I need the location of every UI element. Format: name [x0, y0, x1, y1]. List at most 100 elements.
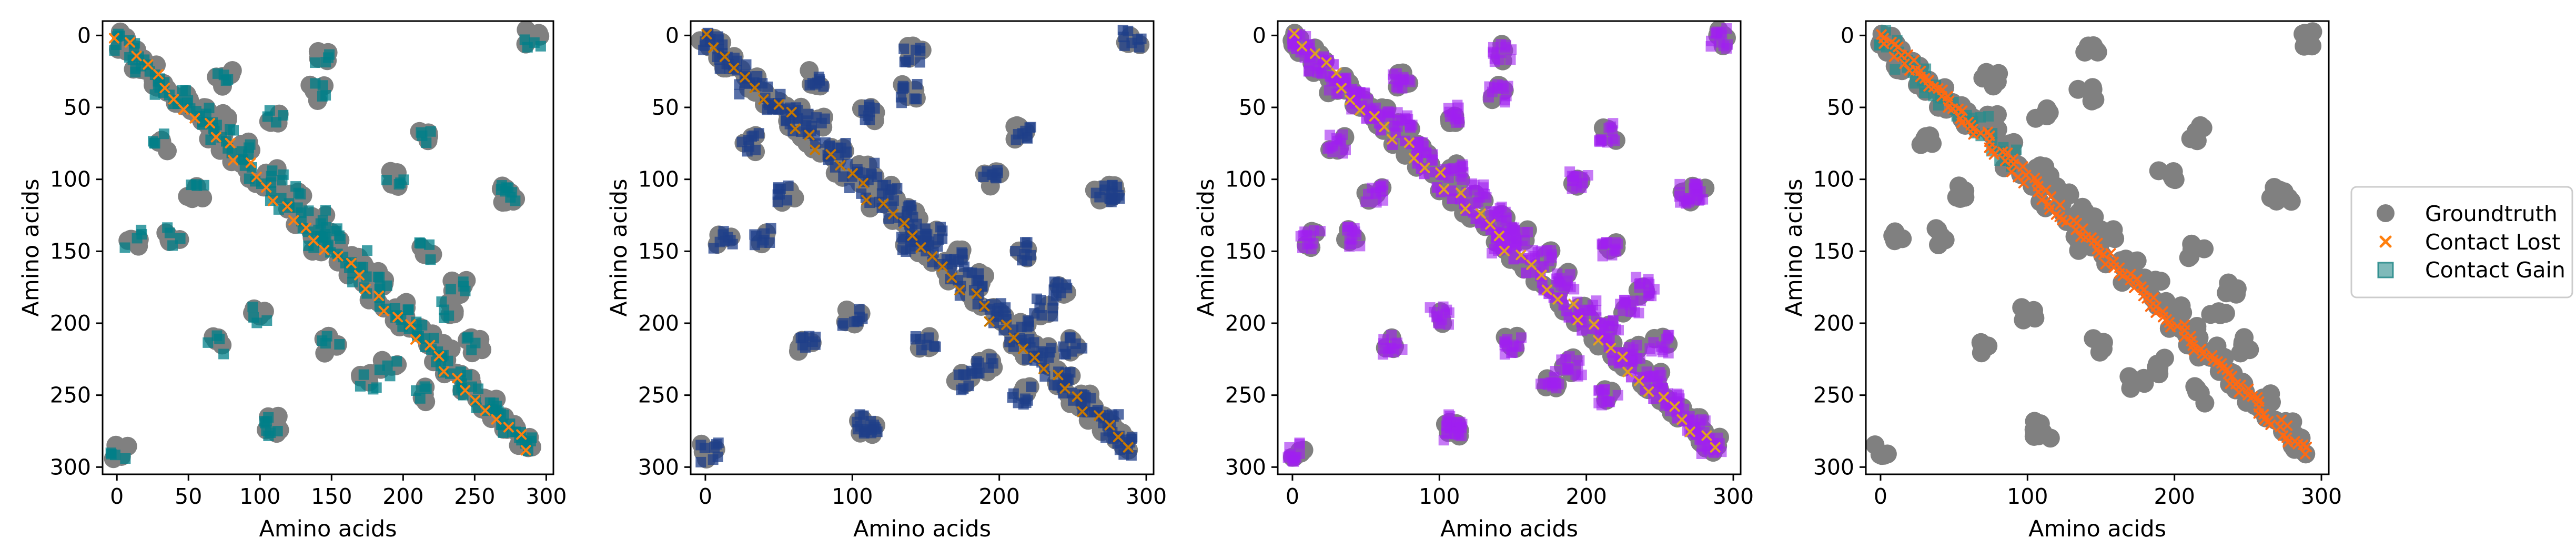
contact-gain-point [1649, 284, 1660, 295]
contact-gain-point [1425, 302, 1436, 313]
contact-gain-point [1609, 245, 1620, 256]
contact-gain-point [455, 366, 466, 377]
contact-gain-point [740, 77, 751, 88]
contact-gain-point [1304, 57, 1315, 68]
x-axis-label: Amino acids [2028, 516, 2166, 542]
contact-lost-point [516, 429, 527, 440]
contact-lost-point [308, 235, 319, 246]
contact-lost-point [491, 414, 502, 425]
contact-lost-point [1113, 432, 1124, 443]
contact-lost-point [131, 51, 142, 62]
contact-gain-point [1628, 344, 1639, 355]
contact-gain-point [225, 124, 236, 135]
contact-lost-point [332, 251, 344, 262]
contact-gain-point [273, 204, 284, 215]
contact-gain-point [265, 195, 276, 206]
contact-gain-point [1604, 333, 1615, 343]
contact-gain-point [1435, 318, 1446, 330]
y-tick-label: 50 [1239, 95, 1266, 120]
contact-gain-point [439, 313, 450, 323]
contact-gain-point [910, 331, 921, 342]
contact-gain-point [245, 139, 256, 150]
contact-lost-point [1289, 28, 1300, 39]
contact-lost-point [1605, 343, 1617, 354]
contact-gain-point [1474, 192, 1485, 203]
contact-lost-point [1589, 319, 1600, 330]
contact-gain-point [978, 172, 989, 182]
contact-gain-point [1048, 379, 1059, 390]
contact-gain-point [1577, 172, 1588, 183]
x-tick-label: 200 [1566, 484, 1607, 509]
groundtruth-point [1932, 227, 1951, 246]
contact-lost-point [1899, 58, 1910, 69]
contact-gain-point [501, 182, 512, 193]
contact-map-panel-3: 0 100 200 300 Amino acids 0 50 100 150 200 250 300 A… [1193, 20, 1754, 542]
groundtruth-point [178, 187, 197, 206]
contact-gain-point [1987, 136, 1998, 147]
contact-gain-point [935, 222, 946, 233]
x-axis: 0 100 200 300 Amino acids [1874, 474, 2342, 542]
contact-gain-point [1674, 178, 1685, 190]
contact-gain-point [106, 449, 117, 460]
contact-gain-point [1443, 319, 1454, 330]
y-tick-label: 100 [1813, 167, 1854, 192]
contact-gain-point [1344, 241, 1355, 252]
groundtruth-point [2084, 36, 2103, 55]
contact-gain-point [1025, 122, 1036, 133]
y-tick-label: 250 [638, 383, 679, 408]
contact-lost-point [1297, 41, 1308, 52]
contact-gain-point [1452, 99, 1463, 111]
groundtruth-point [2187, 379, 2206, 398]
contact-gain-point [358, 369, 369, 380]
contact-gain-point [1890, 64, 1901, 75]
contact-lost-point [728, 63, 739, 74]
y-tick-label: 200 [50, 311, 91, 336]
contact-gain-point [460, 285, 471, 296]
contact-lost-point [1572, 315, 1583, 326]
contact-lost-point [804, 129, 815, 141]
contact-lost-point [392, 312, 403, 323]
contact-lost-point [937, 261, 948, 272]
groundtruth-point [2091, 338, 2110, 357]
contact-gain-point [277, 175, 288, 186]
contact-gain-point [698, 44, 709, 55]
groundtruth-point [2148, 354, 2167, 374]
contact-lost-points [1876, 29, 2312, 460]
contact-gain-point [1458, 167, 1469, 178]
contact-gain-point [1132, 34, 1143, 45]
contact-lost-point [861, 195, 872, 206]
contact-gain-point [1508, 254, 1519, 265]
groundtruth-point [2014, 310, 2033, 330]
contact-gain-point [214, 333, 225, 344]
contact-lost-point [888, 208, 899, 220]
contact-lost-points [108, 33, 531, 456]
contact-gain-point [1612, 390, 1623, 401]
contact-map-panel-1: 0 50 100 150 200 250 300 Amino acids 0 50 100 150 20… [18, 20, 567, 542]
contact-gain-point [1427, 155, 1438, 166]
contact-gain-point [421, 137, 432, 148]
contact-lost-point [189, 113, 200, 124]
contact-lost-point [205, 118, 216, 129]
contact-gain-point [1593, 397, 1604, 408]
contact-lost-point [1684, 426, 1695, 437]
contact-gain-point [1693, 195, 1704, 206]
contact-gain-point [911, 44, 921, 55]
groundtruth-point [1885, 222, 1905, 242]
contact-gain-point [260, 417, 271, 429]
contact-gain-point [1577, 325, 1588, 336]
contact-gain-point [218, 69, 229, 81]
contact-lost-point [520, 445, 531, 456]
groundtruth-point [2134, 368, 2154, 388]
contact-gain-point [1062, 375, 1073, 386]
contact-lost-point [178, 104, 189, 115]
contact-gain-point [320, 338, 331, 349]
contact-gain-point [381, 175, 392, 185]
contact-gain-point [1341, 72, 1351, 83]
x-tick-label: 0 [699, 484, 712, 509]
contact-gain-point [136, 224, 147, 235]
y-axis-label: Amino acids [606, 178, 632, 316]
contact-gain-point [358, 262, 369, 273]
legend-marker-contact-lost [2379, 235, 2392, 248]
contact-lost-point [708, 42, 719, 53]
contact-lost-point [1072, 391, 1083, 402]
